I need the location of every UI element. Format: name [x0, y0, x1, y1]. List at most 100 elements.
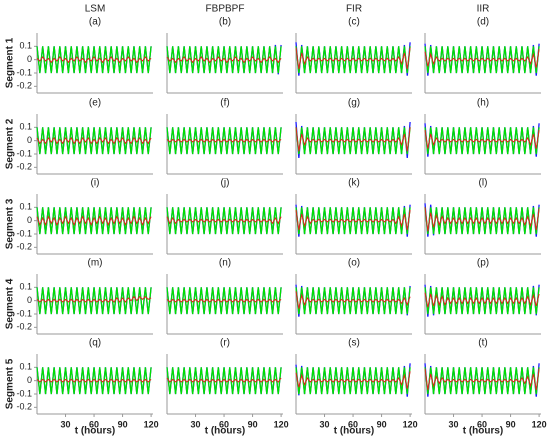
signal-line	[36, 215, 152, 227]
y-tick-label: -0.1	[16, 228, 32, 238]
y-tick-label: 0	[27, 295, 32, 305]
panel-label: (m)	[88, 258, 103, 269]
y-tick-label: -0.1	[16, 148, 32, 158]
x-tick-label: 120	[403, 419, 418, 429]
panel-label: (b)	[219, 17, 231, 28]
x-tick-label: 90	[506, 419, 516, 429]
signal-line	[36, 137, 152, 145]
y-tick-label: 0	[27, 215, 32, 225]
signal-line	[295, 127, 411, 152]
panel-label: (q)	[89, 338, 101, 349]
signal-line	[166, 298, 282, 303]
signal-line	[424, 129, 540, 149]
column-title: FBPBPF	[206, 4, 245, 15]
panel-label: (f)	[220, 98, 229, 109]
y-tick-label: -0.1	[16, 67, 32, 77]
panel-label: (k)	[348, 178, 360, 189]
signal-line	[36, 207, 152, 235]
signal-line	[424, 292, 540, 308]
signal-line	[424, 127, 540, 155]
signal-line	[295, 287, 411, 315]
signal-line	[295, 207, 411, 235]
signal-line	[166, 56, 282, 64]
panel-label: (j)	[221, 178, 230, 189]
y-tick-label: -0.2	[16, 402, 32, 412]
y-tick-label: 0	[27, 54, 32, 64]
row-label: Segment 1	[5, 37, 16, 88]
column-title: FIR	[346, 4, 362, 15]
y-tick-label: 0.1	[19, 122, 32, 132]
signal-line	[166, 46, 282, 74]
panel-label: (t)	[478, 338, 487, 349]
x-tick-label: 90	[377, 419, 387, 429]
x-tick-label: 60	[219, 419, 229, 429]
x-tick-label: 60	[477, 419, 487, 429]
signal-line	[166, 138, 282, 143]
y-tick-label: -0.2	[16, 81, 32, 91]
y-tick-label: -0.2	[16, 162, 32, 172]
signal-line	[295, 127, 411, 155]
panel-label: (l)	[479, 178, 488, 189]
signal-line	[424, 46, 540, 74]
signal-line	[295, 209, 411, 231]
x-axis-label: t (hours)	[334, 426, 375, 437]
row-label: Segment 4	[5, 278, 16, 329]
signal-line	[166, 367, 282, 395]
x-axis-label: t (hours)	[75, 426, 116, 437]
panel-label: (i)	[91, 178, 100, 189]
x-tick-label: 30	[320, 419, 330, 429]
y-tick-label: -0.2	[16, 322, 32, 332]
x-tick-label: 120	[274, 419, 289, 429]
signal-line	[36, 56, 152, 64]
signal-line	[295, 47, 411, 70]
column-title: IIR	[477, 4, 490, 15]
panel-label: (a)	[89, 17, 101, 28]
y-tick-label: -0.2	[16, 242, 32, 252]
signal-line	[424, 367, 540, 395]
y-tick-label: 0	[27, 375, 32, 385]
y-tick-label: -0.1	[16, 308, 32, 318]
y-tick-label: 0.1	[19, 362, 32, 372]
signal-line	[36, 295, 152, 303]
y-tick-label: 0.1	[19, 202, 32, 212]
x-tick-label: 120	[144, 419, 159, 429]
panel-label: (r)	[220, 338, 230, 349]
y-tick-label: 0.1	[19, 282, 32, 292]
y-tick-label: 0.1	[19, 41, 32, 51]
panel-label: (e)	[89, 98, 101, 109]
signal-line	[166, 216, 282, 225]
x-tick-label: 60	[89, 419, 99, 429]
signal-line	[36, 378, 152, 383]
y-tick-label: -0.1	[16, 388, 32, 398]
x-tick-label: 60	[348, 419, 358, 429]
signal-line	[36, 46, 152, 74]
signal-line	[424, 207, 540, 232]
signal-line	[295, 371, 411, 389]
row-label: Segment 2	[5, 118, 16, 169]
signal-line	[424, 287, 540, 315]
panel-label: (p)	[477, 258, 489, 269]
signal-line	[36, 367, 152, 395]
signal-line	[295, 46, 411, 74]
panel-label: (g)	[348, 98, 360, 109]
signal-line	[424, 368, 540, 391]
signal-line	[166, 207, 282, 235]
signal-line	[166, 127, 282, 155]
panel-label: (c)	[348, 17, 360, 28]
panel-label: (h)	[477, 98, 489, 109]
x-tick-label: 90	[248, 419, 258, 429]
signal-line	[295, 367, 411, 395]
column-title: LSM	[85, 4, 106, 15]
panel-label: (s)	[348, 338, 360, 349]
x-tick-label: 30	[61, 419, 71, 429]
signal-line	[166, 287, 282, 315]
row-label: Segment 3	[5, 198, 16, 249]
panel-label: (n)	[219, 258, 231, 269]
x-axis-label: t (hours)	[463, 426, 504, 437]
signal-line	[424, 207, 540, 235]
x-tick-label: 90	[118, 419, 128, 429]
panel-label: (o)	[348, 258, 360, 269]
signal-line	[166, 377, 282, 383]
signal-line	[36, 127, 152, 155]
